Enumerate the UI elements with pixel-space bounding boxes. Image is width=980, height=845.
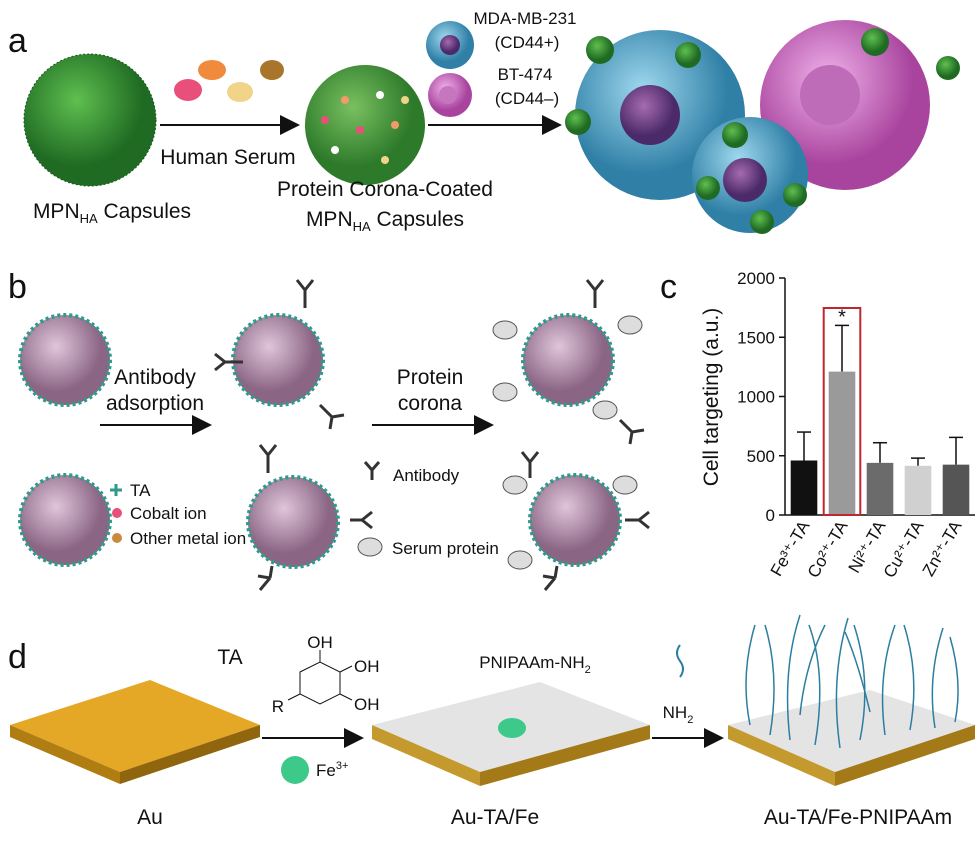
ta-structure: [287, 650, 353, 705]
corona-label: MPNHA Capsules: [306, 208, 464, 234]
legend-icon: [112, 508, 122, 518]
end-group: NH2: [663, 703, 694, 726]
reagent-label: TA: [217, 646, 242, 669]
y-tick-label: 1500: [737, 328, 775, 347]
y-tick-label: 0: [766, 506, 775, 525]
legend-entry: Antibody: [393, 466, 460, 485]
step-label: Antibody: [114, 366, 196, 389]
antibodies: [214, 279, 650, 591]
au-substrate: [10, 680, 260, 772]
polymer-icon: [676, 644, 684, 678]
panel-label: d: [8, 638, 27, 676]
y-tick-label: 2000: [737, 269, 775, 288]
polymer-label: PNIPAAm-NH2: [479, 653, 591, 676]
ion-label: Fe3+: [316, 760, 348, 780]
y-axis-label: Cell targeting (a.u.): [700, 308, 723, 487]
capsule-label: MPNHA Capsules: [33, 200, 191, 226]
hydroxyl: OH: [307, 633, 333, 652]
substrate-label: Au-TA/Fe-PNIPAAm: [764, 806, 952, 829]
arrow-label: Human Serum: [160, 146, 295, 169]
corona-label: Protein Corona-Coated: [277, 178, 493, 201]
serum-proteins: [357, 315, 643, 570]
bar-chart: Cell targeting (a.u.) 0500100015002000Fe…: [700, 269, 975, 581]
legend-icon: [110, 484, 122, 496]
bar: [866, 462, 894, 515]
step-label: Protein: [397, 366, 464, 389]
panel-label: a: [8, 22, 27, 60]
panel-label: b: [8, 268, 27, 306]
step-label: corona: [398, 392, 463, 415]
y-tick-label: 500: [747, 447, 775, 466]
corona-capsule: [305, 65, 425, 185]
bar: [790, 460, 818, 515]
legend-icon: [112, 533, 122, 543]
polymer-brush: [745, 614, 959, 749]
corona-dots: [321, 91, 409, 164]
substrate-label: Au: [137, 806, 163, 829]
mpn-capsule: [23, 53, 157, 187]
panel-b: Antibody adsorption Protein corona TA Co…: [18, 279, 650, 591]
panel-d: TA OH OH OH R Fe3+ PNIPAAm-NH2 NH2 Au Au…: [10, 614, 975, 829]
capsules: [565, 28, 960, 234]
cell-name: BT-474: [498, 65, 553, 84]
cell-marker: (CD44+): [495, 33, 560, 52]
legend-entry: Cobalt ion: [130, 504, 207, 523]
brush-substrate: [728, 690, 975, 772]
substituent: R: [272, 697, 284, 716]
bar: [942, 464, 970, 515]
panel-label: c: [660, 268, 677, 306]
bar: [828, 371, 856, 515]
fe-ion: [498, 718, 526, 738]
legend-entry: Serum protein: [392, 539, 499, 558]
hydroxyl: OH: [354, 657, 380, 676]
fe-ion-icon: [281, 756, 309, 784]
y-tick-label: 1000: [737, 388, 775, 407]
bar: [904, 465, 932, 515]
cell-name: MDA-MB-231: [474, 9, 577, 28]
panel-a: Human Serum MDA-MB-231 (CD44+) BT-474 (C…: [23, 9, 960, 234]
substrate-label: Au-TA/Fe: [451, 806, 539, 829]
hydroxyl: OH: [354, 695, 380, 714]
step-label: adsorption: [106, 392, 204, 415]
cell-marker: (CD44–): [495, 89, 559, 108]
legend-entry: Other metal ion: [130, 529, 246, 548]
significance-mark: *: [838, 306, 846, 328]
proteins: [174, 60, 284, 102]
highlight-box: [822, 307, 862, 516]
legend-entry: TA: [130, 481, 151, 500]
